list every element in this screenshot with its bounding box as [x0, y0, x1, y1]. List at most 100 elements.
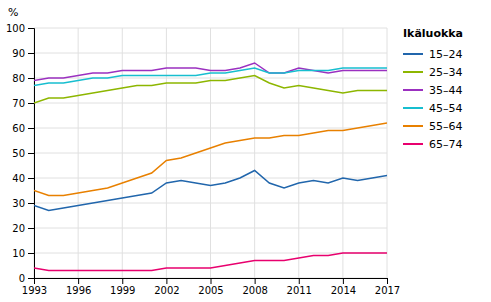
x-tick: 2017 — [375, 278, 400, 296]
y-tick-label: 50 — [12, 148, 25, 159]
y-tick: 100 — [6, 23, 34, 34]
y-tick-mark — [28, 78, 34, 79]
x-tick: 2008 — [242, 278, 267, 296]
plot: 1993 1996 1999 2002 2005 2008 2011 2014 2017 0 10 2… — [6, 23, 400, 296]
legend-item: 55–64 — [403, 120, 463, 133]
grid-line-x — [166, 28, 167, 278]
x-axis: 1993 1996 1999 2002 2005 2008 2011 2014 2017 — [22, 278, 400, 296]
y-tick-label: 10 — [12, 248, 25, 259]
legend-swatch — [403, 89, 423, 91]
legend-item: 15–24 — [403, 48, 463, 61]
legend-swatch — [403, 71, 423, 73]
x-tick: 1999 — [110, 278, 135, 296]
x-tick: 2011 — [287, 278, 312, 296]
x-axis-line — [35, 279, 388, 285]
x-tick-mark — [78, 278, 79, 284]
x-tick-label: 2008 — [242, 285, 267, 296]
legend-label: 15–24 — [429, 48, 463, 61]
legend-label: 55–64 — [429, 120, 463, 133]
series-line — [34, 171, 387, 211]
legend-label: 35–44 — [429, 84, 463, 97]
grid-line-x — [387, 28, 388, 278]
legend-item: 25–34 — [403, 66, 463, 79]
y-tick-label: 30 — [12, 198, 25, 209]
y-tick-mark — [28, 28, 34, 29]
y-tick-label: 80 — [12, 73, 25, 84]
y-tick-mark — [28, 278, 34, 279]
legend: Ikäluokka 15–24 25–34 35–44 45–54 55–64 65–74 — [403, 27, 463, 151]
y-axis: 0 10 20 30 40 50 60 70 80 90 100 — [6, 23, 35, 284]
y-tick-label: 100 — [6, 23, 25, 34]
y-axis-line — [28, 29, 35, 279]
grid-line-x — [210, 28, 211, 278]
lines — [34, 63, 387, 271]
x-tick-label: 2011 — [287, 285, 312, 296]
grid-line-x — [122, 28, 123, 278]
y-tick: 50 — [12, 148, 34, 159]
x-tick: 1996 — [66, 278, 91, 296]
x-tick-label: 2017 — [375, 285, 400, 296]
chart: 1993 1996 1999 2002 2005 2008 2011 2014 2017 0 10 2… — [0, 0, 491, 302]
legend-swatch — [403, 125, 423, 127]
x-tick-mark — [166, 278, 167, 284]
series-line — [34, 123, 387, 196]
y-tick: 60 — [12, 123, 34, 134]
legend-swatch — [403, 53, 423, 55]
x-tick-mark — [387, 278, 388, 284]
y-tick: 0 — [19, 273, 34, 284]
x-tick-label: 2014 — [331, 285, 356, 296]
y-tick: 30 — [12, 198, 34, 209]
x-tick-mark — [211, 278, 212, 284]
y-axis-label: % — [8, 6, 18, 19]
legend-swatch — [403, 143, 423, 145]
legend-item: 45–54 — [403, 102, 463, 115]
x-tick-label: 2002 — [154, 285, 179, 296]
grid-line-x — [298, 28, 299, 278]
y-tick-label: 40 — [12, 173, 25, 184]
y-tick-mark — [28, 203, 34, 204]
x-tick-mark — [299, 278, 300, 284]
x-tick: 1993 — [22, 278, 47, 296]
legend-label: 45–54 — [429, 102, 463, 115]
y-tick-label: 90 — [12, 48, 25, 59]
y-tick-mark — [28, 53, 34, 54]
x-tick-label: 1999 — [110, 285, 135, 296]
x-tick: 2002 — [154, 278, 179, 296]
y-tick-label: 60 — [12, 123, 25, 134]
y-tick: 40 — [12, 173, 34, 184]
legend-item: 65–74 — [403, 138, 463, 151]
legend-label: 25–34 — [429, 66, 463, 79]
series-line — [34, 63, 387, 81]
x-tick-mark — [122, 278, 123, 284]
y-tick: 20 — [12, 223, 34, 234]
y-tick-label: 20 — [12, 223, 25, 234]
legend-label: 65–74 — [429, 138, 463, 151]
series-line — [34, 68, 387, 86]
series-line — [34, 253, 387, 271]
y-tick: 70 — [12, 98, 34, 109]
legend-item: 35–44 — [403, 84, 463, 97]
x-tick-label: 2005 — [198, 285, 223, 296]
y-tick: 90 — [12, 48, 34, 59]
legend-title: Ikäluokka — [403, 27, 463, 40]
grid-line-x — [254, 28, 255, 278]
grid — [34, 28, 387, 278]
grid-line-x — [342, 28, 343, 278]
y-tick-mark — [28, 103, 34, 104]
y-tick-mark — [28, 128, 34, 129]
y-tick-mark — [28, 228, 34, 229]
x-tick-label: 1993 — [22, 285, 47, 296]
x-tick-mark — [255, 278, 256, 284]
y-tick-label: 70 — [12, 98, 25, 109]
y-tick-label: 0 — [19, 273, 25, 284]
x-tick: 2005 — [198, 278, 223, 296]
y-tick-mark — [28, 153, 34, 154]
legend-swatch — [403, 107, 423, 109]
y-tick-mark — [28, 253, 34, 254]
x-tick: 2014 — [331, 278, 356, 296]
y-tick: 10 — [12, 248, 34, 259]
grid-line-x — [78, 28, 79, 278]
x-tick-label: 1996 — [66, 285, 91, 296]
y-tick-mark — [28, 178, 34, 179]
y-tick: 80 — [12, 73, 34, 84]
